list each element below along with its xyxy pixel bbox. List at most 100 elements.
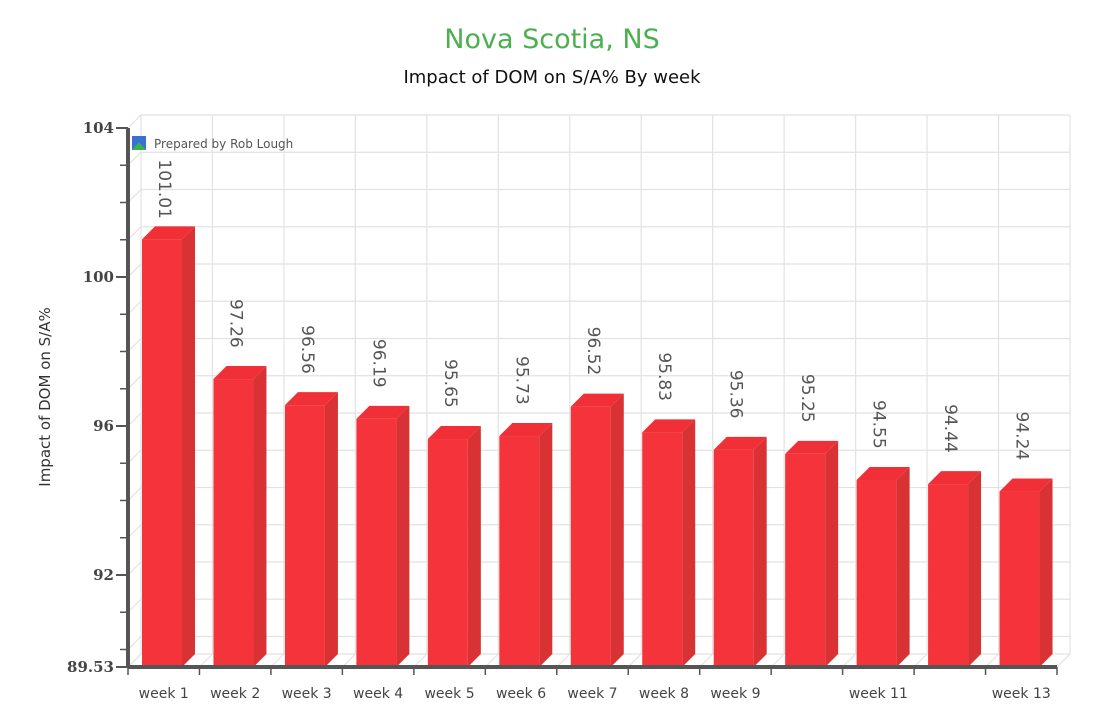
bar-top: [785, 440, 839, 454]
bar-side: [682, 419, 696, 667]
chart-subtitle: Impact of DOM on S/A% By week: [403, 67, 701, 88]
bar-front: [213, 379, 254, 667]
bar-top: [713, 436, 767, 450]
bar-front: [356, 418, 397, 667]
floor-grid-line: [913, 653, 928, 668]
bar-top: [499, 423, 553, 437]
y-tick-label: 89.53: [67, 658, 114, 676]
bar-front: [570, 406, 611, 667]
credit: Prepared by Rob Lough: [132, 136, 293, 151]
data-label: 95.73: [511, 356, 531, 405]
data-label: 97.26: [225, 299, 245, 348]
x-tick-label: week 6: [496, 686, 546, 702]
floor-grid-line: [484, 653, 499, 668]
bar: 94.24: [999, 412, 1053, 667]
x-tick-label: week 5: [424, 686, 474, 702]
floor-grid-line: [1056, 653, 1071, 668]
floor-grid-line: [556, 653, 571, 668]
bar-front: [856, 480, 897, 667]
grid-line: [127, 226, 1070, 241]
bar-top: [142, 226, 195, 240]
data-label: 94.55: [869, 400, 889, 449]
bar-top: [356, 405, 410, 419]
chart-title: Nova Scotia, NS: [444, 24, 659, 55]
grid-line: [127, 188, 1070, 203]
bar: 94.55: [856, 400, 910, 667]
x-tick-label: week 3: [282, 686, 332, 702]
floor-grid-line: [770, 653, 785, 668]
bar-side: [610, 393, 624, 667]
bar-front: [713, 449, 754, 667]
x-tick-label: week 2: [210, 686, 260, 702]
bar-side: [253, 366, 267, 667]
floor-grid-line: [699, 653, 714, 668]
floor-grid-line: [199, 653, 213, 668]
bar: 95.25: [785, 374, 839, 667]
floor-grid-line: [127, 653, 142, 668]
bar-front: [642, 432, 683, 667]
data-label: 96.56: [297, 325, 317, 374]
floor-grid-line: [413, 653, 428, 668]
bar-side: [1039, 478, 1053, 667]
x-tick-label: week 7: [567, 686, 617, 702]
bar-side: [825, 440, 839, 667]
data-label: 95.25: [797, 374, 817, 423]
y-tick-label: 96: [93, 417, 114, 435]
bar-top: [856, 467, 910, 481]
bar: 95.83: [642, 352, 696, 667]
floor-grid-line: [985, 653, 999, 668]
grid: [127, 114, 1072, 668]
bar: 96.19: [356, 339, 410, 667]
data-label: 94.44: [940, 404, 960, 453]
y-tick-label: 100: [83, 268, 114, 286]
y-axis-label: Impact of DOM on S/A%: [36, 307, 54, 486]
bar: 95.36: [713, 370, 767, 667]
bar-side: [396, 405, 410, 667]
grid-line: [127, 300, 1070, 315]
bar-side: [753, 436, 767, 667]
data-label: 96.19: [368, 339, 388, 388]
bar: 96.56: [284, 325, 338, 667]
data-label: 101.01: [154, 159, 174, 218]
bar-front: [284, 405, 325, 667]
floor-grid-line: [842, 653, 857, 668]
bar-top: [570, 393, 624, 407]
bar-front: [999, 491, 1040, 667]
bar-front: [928, 484, 969, 667]
bar-top: [284, 392, 338, 406]
x-tick-label: week 4: [353, 686, 403, 702]
bar-side: [467, 426, 481, 667]
bar-side: [182, 226, 195, 667]
bar: 96.52: [570, 327, 624, 667]
grid-line: [127, 375, 1070, 390]
data-label: 96.52: [583, 327, 603, 376]
bar-top: [999, 478, 1053, 492]
x-tick-label: week 1: [139, 686, 189, 702]
floor-grid-line: [270, 653, 285, 668]
y-tick-label: 104: [83, 119, 114, 137]
x-tick-label: week 9: [710, 686, 760, 702]
x-tick-label: week 13: [992, 686, 1051, 702]
y-tick-label: 92: [93, 566, 114, 584]
data-label: 95.36: [726, 370, 746, 419]
floor-grid-line: [341, 653, 356, 668]
grid-line: [127, 114, 1070, 129]
bar-top: [642, 419, 696, 433]
bars: 101.01 97.26 96.56 96.19 95.65 95.73 96.52 95.8…: [142, 159, 1053, 667]
bar-top: [928, 471, 982, 485]
bar-side: [968, 471, 982, 667]
data-label: 94.24: [1012, 412, 1032, 461]
x-tick-label: week 11: [849, 686, 908, 702]
bar-side: [896, 467, 910, 667]
x-tick-label: week 8: [639, 686, 689, 702]
logo-mountain-icon: [132, 142, 146, 150]
bar: 95.65: [427, 359, 481, 667]
bar-top: [427, 426, 481, 440]
bar-front: [427, 439, 468, 667]
floor-grid-line: [627, 653, 642, 668]
bar-side: [324, 392, 338, 667]
bar-front: [499, 436, 540, 667]
grid-line: [127, 263, 1070, 278]
bar-top: [213, 366, 267, 380]
